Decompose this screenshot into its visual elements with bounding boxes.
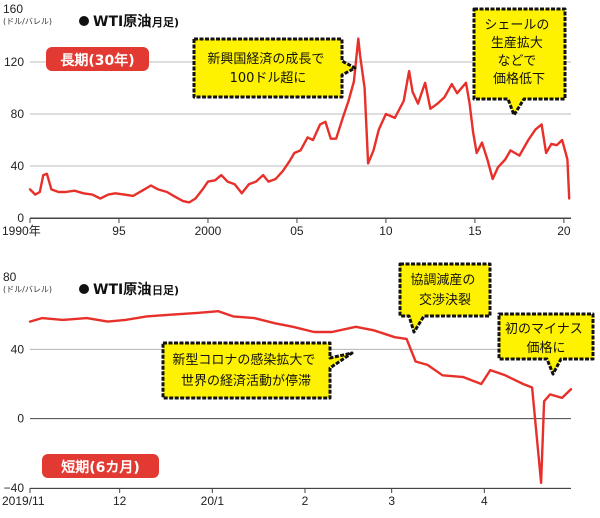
callout-emerging-growth-line-1: 新興国経済の成長で xyxy=(207,51,324,67)
short-chart-title-sub: (日足) xyxy=(147,284,179,297)
short-y-axis: −40 0 40 xyxy=(4,342,25,495)
short-xtick-label-3: 2 xyxy=(302,494,309,508)
callout-opec-talks-collapse-line-1: 協調減産の xyxy=(410,272,475,288)
callout-shale-production: シェールの 生産拡大 などで 価格低下 xyxy=(472,7,567,117)
short-unit-label: (ドル/バレル) xyxy=(3,285,52,294)
long-ytick-label-1: 40 xyxy=(11,159,25,173)
short-xtick-label-5: 4 xyxy=(481,494,488,508)
callout-first-negative-price-text: 初のマイナス 価格に xyxy=(505,322,587,356)
short-xtick-label-0: 2019/11 xyxy=(2,494,45,508)
long-period-badge: 長期(30年) xyxy=(46,47,149,71)
callout-opec-talks-collapse-line-2: 交渉決裂 xyxy=(419,292,471,308)
short-xtick-label-1: 12 xyxy=(113,494,127,508)
long-x-axis: 1990年 95 2000 05 10 15 20 xyxy=(2,218,571,238)
long-ytick-top-label: 160 xyxy=(3,2,23,16)
short-ytick-label-1: 0 xyxy=(17,412,24,426)
callout-covid-slowdown: 新型コロナの感染拡大で 世界の経済活動が停滞 xyxy=(161,341,354,400)
long-xtick-label-4: 10 xyxy=(379,224,393,238)
long-badge-background xyxy=(46,47,149,71)
callout-first-negative-price-line-1: 初のマイナス xyxy=(505,322,583,337)
short-ytick-label-0: −40 xyxy=(4,481,25,495)
long-ytick-label-3: 120 xyxy=(4,55,24,69)
long-ytick-label-0: 0 xyxy=(17,211,24,225)
short-title-bullet-icon xyxy=(79,284,89,294)
callout-shale-production-line-4: 価格低下 xyxy=(493,71,545,87)
long-series xyxy=(28,37,571,204)
long-series-line-0 xyxy=(28,37,571,204)
short-badge-label: 短期(6カ月) xyxy=(61,459,140,476)
callout-first-negative-price: 初のマイナス 価格に xyxy=(497,312,595,376)
callout-shale-production-line-1: シェールの xyxy=(484,18,549,33)
long-term-chart: 160 (ドル/バレル) WTI原油 (月足) 0 40 80 120 1990年 95… xyxy=(2,2,571,238)
callout-emerging-growth-line-2: 100ドル超に xyxy=(230,71,307,86)
callout-emerging-growth: 新興国経済の成長で 100ドル超に xyxy=(192,37,357,99)
short-xtick-label-4: 3 xyxy=(388,494,395,508)
short-period-badge: 短期(6カ月) xyxy=(42,454,159,478)
short-series xyxy=(28,310,573,484)
long-chart-title-sub: (月足) xyxy=(147,16,179,29)
long-xtick-label-1: 95 xyxy=(112,224,126,238)
callout-emerging-growth-text: 新興国経済の成長で 100ドル超に xyxy=(207,51,328,86)
callout-shale-production-text: シェールの 生産拡大 などで 価格低下 xyxy=(484,18,553,87)
callout-shale-production-line-3: などで xyxy=(498,54,537,69)
long-ytick-label-2: 80 xyxy=(11,107,25,121)
callout-covid-slowdown-text: 新型コロナの感染拡大で 世界の経済活動が停滞 xyxy=(172,352,319,389)
callout-shale-production-line-2: 生産拡大 xyxy=(491,35,543,51)
long-xtick-label-3: 05 xyxy=(290,224,304,238)
short-ytick-top-label: 80 xyxy=(3,270,17,284)
short-ytick-label-2: 40 xyxy=(11,342,25,356)
short-series-line-0 xyxy=(28,310,573,484)
long-xtick-label-0: 1990年 xyxy=(2,224,41,238)
long-y-axis: 0 40 80 120 xyxy=(4,55,24,225)
short-x-axis: 2019/11 12 20/1 2 3 4 xyxy=(2,488,571,508)
long-badge-label: 長期(30年) xyxy=(60,52,134,69)
long-xtick-label-6: 20 xyxy=(557,224,571,238)
callout-covid-slowdown-line-1: 新型コロナの感染拡大で xyxy=(172,352,315,368)
short-chart-title: WTI原油 xyxy=(93,281,151,298)
short-badge-background xyxy=(42,454,159,478)
short-xtick-label-2: 20/1 xyxy=(201,494,225,508)
callout-opec-talks-collapse-text: 協調減産の 交渉決裂 xyxy=(410,272,479,308)
callout-covid-slowdown-line-2: 世界の経済活動が停滞 xyxy=(181,373,311,389)
callout-opec-talks-collapse: 協調減産の 交渉決裂 xyxy=(398,262,492,334)
callout-first-negative-price-line-2: 価格に xyxy=(526,340,565,356)
long-xtick-label-2: 2000 xyxy=(195,224,222,238)
long-chart-title: WTI原油 xyxy=(93,13,151,30)
long-unit-label: (ドル/バレル) xyxy=(3,17,52,26)
long-title-bullet-icon xyxy=(79,16,89,26)
long-xtick-label-5: 15 xyxy=(468,224,482,238)
